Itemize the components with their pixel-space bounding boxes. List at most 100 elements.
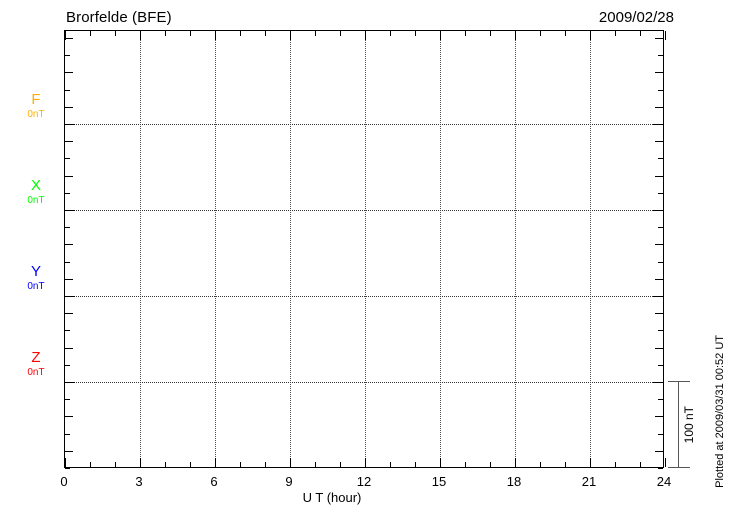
axis-tick-left <box>65 141 73 142</box>
axis-tick-top <box>615 31 616 36</box>
x-axis-tick-label: 6 <box>210 474 218 489</box>
axis-tick-left <box>65 227 70 228</box>
axis-tick-top <box>265 31 266 36</box>
axis-tick-bottom <box>140 458 141 467</box>
axis-tick-right <box>658 227 663 228</box>
x-axis-tick-label: 9 <box>285 474 293 489</box>
axis-tick-right <box>658 158 663 159</box>
axis-tick-right <box>653 210 663 211</box>
grid-line-vertical <box>290 31 291 467</box>
axis-tick-left <box>65 262 70 263</box>
grid-line-vertical <box>590 31 591 467</box>
axis-tick-top <box>190 31 191 36</box>
axis-tick-top <box>65 31 66 40</box>
component-label-y: Y 0nT <box>14 264 58 293</box>
axis-tick-bottom <box>165 462 166 467</box>
x-axis-tick-label: 0 <box>60 474 68 489</box>
axis-tick-bottom <box>65 458 66 467</box>
grid-line-vertical <box>140 31 141 467</box>
axis-tick-bottom <box>665 458 666 467</box>
axis-tick-left <box>65 313 73 314</box>
component-letter: Y <box>30 263 41 280</box>
grid-line-vertical <box>515 31 516 467</box>
component-value: 0nT <box>27 367 45 378</box>
component-label-x: X 0nT <box>14 178 58 207</box>
axis-tick-bottom <box>115 462 116 467</box>
axis-tick-bottom <box>440 458 441 467</box>
axis-tick-bottom <box>565 462 566 467</box>
axis-tick-bottom <box>640 462 641 467</box>
axis-tick-left <box>65 382 75 383</box>
component-value: 0nT <box>27 281 45 292</box>
axis-tick-left <box>65 365 70 366</box>
component-letter: F <box>31 91 41 108</box>
plotted-at-stamp: Plotted at 2009/03/31 00:52 UT <box>714 335 726 491</box>
axis-tick-top <box>90 31 91 36</box>
axis-tick-bottom <box>390 462 391 467</box>
axis-tick-bottom <box>240 462 241 467</box>
grid-line-vertical <box>215 31 216 467</box>
axis-tick-left <box>65 296 75 297</box>
axis-tick-right <box>658 90 663 91</box>
axis-tick-top <box>390 31 391 36</box>
axis-tick-left <box>65 107 73 108</box>
x-axis-tick-label: 21 <box>581 474 597 489</box>
axis-tick-bottom <box>490 462 491 467</box>
axis-tick-top <box>590 31 591 40</box>
axis-tick-bottom <box>340 462 341 467</box>
x-axis-tick-label: 15 <box>431 474 447 489</box>
axis-tick-top <box>215 31 216 40</box>
axis-tick-bottom <box>540 462 541 467</box>
axis-tick-left <box>65 90 70 91</box>
axis-tick-top <box>490 31 491 36</box>
axis-tick-right <box>658 365 663 366</box>
axis-tick-right <box>655 313 663 314</box>
axis-tick-right <box>655 38 663 39</box>
axis-tick-bottom <box>415 462 416 467</box>
component-value: 0nT <box>27 195 45 206</box>
axis-tick-top <box>515 31 516 40</box>
axis-tick-left <box>65 416 73 417</box>
axis-tick-top <box>165 31 166 36</box>
axis-tick-left <box>65 244 73 245</box>
axis-tick-top <box>365 31 366 40</box>
scale-bar-label-text: 100 nT <box>682 405 696 444</box>
axis-tick-bottom <box>215 458 216 467</box>
axis-tick-top <box>665 31 666 40</box>
axis-tick-top <box>565 31 566 36</box>
axis-tick-left <box>65 72 73 73</box>
page-title: Brorfelde (BFE) <box>66 9 172 26</box>
axis-tick-top <box>290 31 291 40</box>
x-axis-tick-label: 12 <box>356 474 372 489</box>
axis-tick-bottom <box>590 458 591 467</box>
axis-tick-bottom <box>315 462 316 467</box>
axis-tick-top <box>440 31 441 40</box>
axis-tick-top <box>115 31 116 36</box>
x-axis-tick-label: 24 <box>656 474 672 489</box>
axis-tick-right <box>655 279 663 280</box>
component-label-f: F 0nT <box>14 92 58 121</box>
axis-tick-left <box>65 468 70 469</box>
axis-tick-bottom <box>190 462 191 467</box>
axis-tick-left <box>65 176 73 177</box>
scale-bar-label: 100 nT <box>682 381 696 468</box>
axis-tick-left <box>65 210 75 211</box>
component-letter: Z <box>31 349 41 366</box>
axis-tick-left <box>65 124 75 125</box>
axis-tick-top <box>340 31 341 36</box>
axis-tick-left <box>65 193 70 194</box>
x-axis-tick-label: 18 <box>506 474 522 489</box>
axis-tick-left <box>65 348 73 349</box>
axis-tick-right <box>658 468 663 469</box>
axis-tick-top <box>140 31 141 40</box>
plot-area[interactable] <box>64 30 666 469</box>
axis-tick-left <box>65 158 70 159</box>
axis-tick-top <box>415 31 416 36</box>
axis-tick-right <box>658 55 663 56</box>
component-letter: X <box>30 177 41 194</box>
axis-tick-right <box>658 434 663 435</box>
axis-tick-right <box>655 141 663 142</box>
axis-tick-bottom <box>365 458 366 467</box>
axis-tick-top <box>465 31 466 36</box>
axis-tick-right <box>655 72 663 73</box>
